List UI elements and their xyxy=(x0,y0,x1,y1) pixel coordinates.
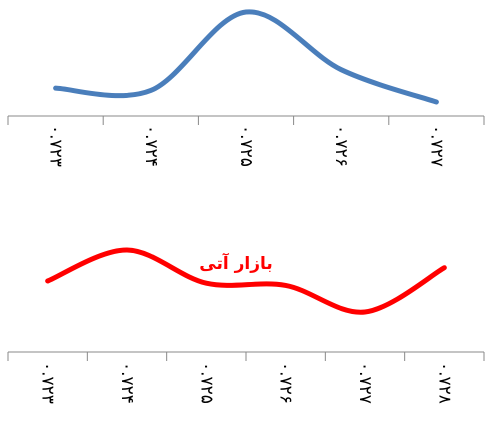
chart-1-tick-label: ۰.۷۲۶ xyxy=(331,125,351,167)
chart-2-tick-label: ۰.۷۲۵ xyxy=(196,362,216,404)
chart-2-ticks xyxy=(7,352,485,361)
chart-2-tick-label: ۰.۷۲۷ xyxy=(355,362,375,404)
chart-1-ticks xyxy=(7,116,485,125)
chart-1-series-line xyxy=(53,9,439,105)
chart-2-tick-label: ۰.۷۲۶ xyxy=(276,362,296,404)
chart-1-tick-label: ۰.۷۲۳ xyxy=(46,125,66,167)
chart-2-tick-label: ۰.۷۲۴ xyxy=(117,362,137,404)
chart-1-tick-label: ۰.۷۲۵ xyxy=(236,125,256,167)
chart-2-tick-label: ۰.۷۲۳ xyxy=(38,362,58,404)
chart-2-tick-labels: ۰.۷۲۳ ۰.۷۲۴ ۰.۷۲۵ ۰.۷۲۶ ۰.۷۲۷ ۰.۷۲۸ xyxy=(38,362,455,404)
chart-2-series-line xyxy=(45,247,447,315)
chart-2-tick-label: ۰.۷۲۸ xyxy=(434,362,454,404)
chart-1-tick-label: ۰.۷۲۷ xyxy=(426,125,446,167)
chart-2: بازار آتی ۰.۷۲۳ ۰.۷۲۴ ۰.۷۲۵ ۰.۷۲۶ ۰.۷۲۷ ۰.۷۲۸ xyxy=(7,247,485,404)
chart-1-tick-label: ۰.۷۲۴ xyxy=(141,125,161,167)
chart-1-tick-labels: ۰.۷۲۳ ۰.۷۲۴ ۰.۷۲۵ ۰.۷۲۶ ۰.۷۲۷ xyxy=(46,125,447,167)
chart-2-series-label: بازار آتی xyxy=(199,252,273,274)
chart-1: ۰.۷۲۳ ۰.۷۲۴ ۰.۷۲۵ ۰.۷۲۶ ۰.۷۲۷ xyxy=(7,9,485,167)
